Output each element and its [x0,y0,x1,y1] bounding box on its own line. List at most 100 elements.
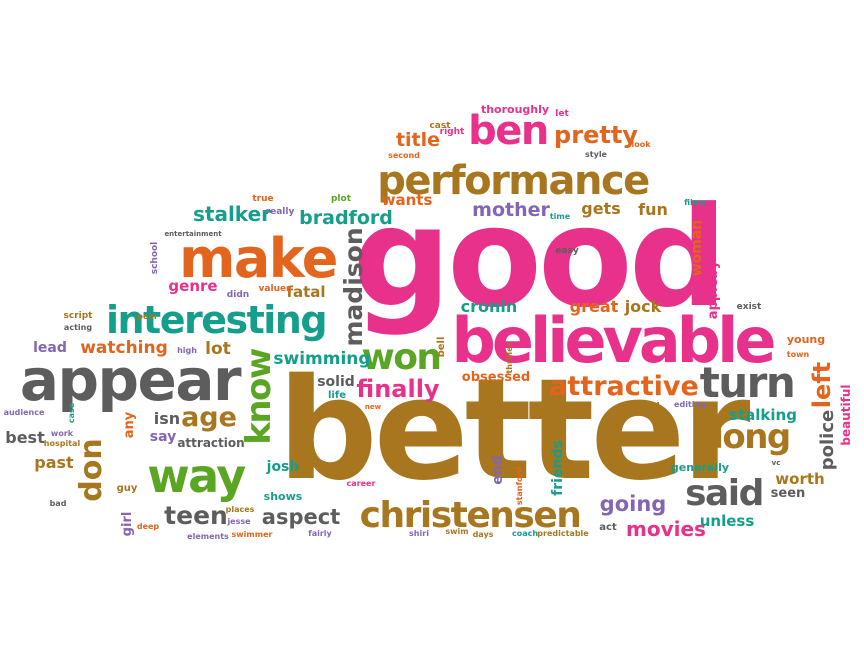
word-bell: bell [436,337,447,358]
word-didn: didn [227,290,249,300]
word-right: right [440,127,465,137]
word-editing: editing [674,400,706,409]
word-pretty: pretty [554,121,638,149]
word-don: don [74,438,109,501]
word-long: long [712,417,790,457]
word-bad: bad [50,499,67,508]
word-christensen: christensen [360,495,581,536]
word-thriller: thriller [505,342,514,373]
word-friends: friends [550,440,566,496]
word-films: films [684,198,706,207]
word-bradford: bradford [299,207,393,229]
word-title: title [396,129,440,151]
word-end: end [490,455,506,484]
word-elements: elements [187,532,229,541]
word-say: say [150,429,176,445]
word-good: good [352,177,723,338]
word-interesting: interesting [106,298,326,342]
word-easy: easy [555,246,579,256]
word-attraction: attraction [177,436,244,450]
word-performance: performance [377,158,649,204]
word-know: know [239,348,279,445]
word-ben: ben [468,108,548,154]
word-swimming: swimming [273,349,370,369]
word-madison: madison [339,227,368,346]
word-life: life [328,390,346,401]
word-appear: appear [20,346,242,414]
word-wants: wants [382,191,433,209]
word-genre: genre [168,277,217,295]
word-way: way [147,449,246,503]
word-high: high [177,346,197,355]
word-shiri: shiri [409,529,429,538]
word-stalker: stalker [193,202,271,226]
word-appleby: appleby [706,260,721,319]
word-swimmer: swimmer [232,530,273,539]
word-pool: pool [137,312,157,321]
word-act: act [599,522,617,533]
word-gets: gets [581,199,620,218]
word-make: make [179,227,337,290]
word-police: police [817,410,838,470]
word-great: great [570,297,619,316]
word-turn: turn [700,358,795,407]
word-acting: acting [64,323,92,332]
word-thoroughly: thoroughly [481,103,549,116]
word-really: really [266,207,295,217]
word-fun: fun [638,200,668,219]
word-josh: josh [266,459,300,475]
word-case: case [67,402,76,423]
word-new: new [365,403,382,411]
word-young: young [787,333,825,346]
word-vc: vc [772,459,781,467]
word-fairly: fairly [308,529,332,538]
word-true: true [252,194,273,204]
word-obsessed: obsessed [462,370,530,385]
word-guy: guy [117,483,138,494]
word-predictable: predictable [537,529,589,538]
word-second: second [388,151,420,160]
word-look: look [631,140,651,149]
word-places: places [226,505,255,514]
word-swim: swim [445,527,468,536]
word-isn: isn [154,409,180,428]
word-stanford: stanford [515,467,524,506]
word-girl: girl [120,512,135,537]
word-solid: solid [317,374,355,390]
word-generally: generally [671,461,729,474]
word-beautiful: beautiful [839,384,853,445]
word-career: career [347,479,376,488]
word-left: left [808,362,836,408]
word-values: values [259,284,292,294]
word-age: age [181,402,237,433]
word-exist: exist [737,302,762,312]
word-style: style [585,150,608,159]
word-jock: jock [624,297,662,316]
word-believable: believable [452,304,775,377]
word-movies: movies [626,517,706,541]
word-let: let [555,109,569,119]
word-attractive: attractive [549,371,699,402]
word-ahead: ahead [622,400,660,413]
word-entertainment: entertainment [164,230,222,238]
word-stalking: stalking [729,406,797,424]
word-work: work [51,429,74,438]
word-past: past [34,453,74,472]
word-cronin: cronin [461,297,518,316]
word-seen: seen [771,486,806,501]
word-lot: lot [205,339,231,359]
word-watching: watching [80,338,168,358]
word-any: any [122,411,137,438]
word-finally: finally [356,375,440,403]
word-cast: cast [429,121,451,131]
word-audience: audience [4,408,45,417]
word-said: said [685,473,763,514]
word-town: town [787,350,810,359]
word-better: better [277,349,750,512]
word-jesse: jesse [226,517,251,526]
word-plot: plot [331,194,352,204]
word-worth: worth [775,470,824,488]
word-going: going [600,492,667,516]
